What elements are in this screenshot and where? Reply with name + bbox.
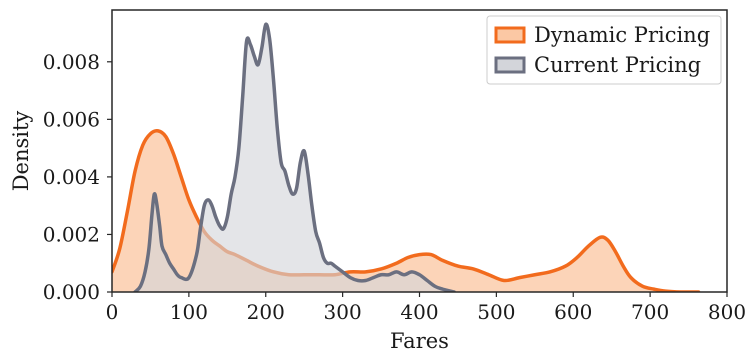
y-tick-label: 0.000 <box>43 280 100 304</box>
x-tick-label: 0 <box>106 300 119 324</box>
x-tick-label: 600 <box>554 300 592 324</box>
legend-label-current-pricing: Current Pricing <box>534 53 701 77</box>
current-pricing-area <box>135 24 455 292</box>
x-tick-label: 200 <box>247 300 285 324</box>
legend: Dynamic Pricing Current Pricing <box>486 15 722 85</box>
x-tick-label: 700 <box>631 300 669 324</box>
x-tick-label: 400 <box>400 300 438 324</box>
plot-area <box>112 22 701 292</box>
legend-swatch-current-pricing <box>494 56 526 74</box>
x-axis-title: Fares <box>390 329 449 352</box>
legend-swatch-dynamic-pricing <box>494 26 526 44</box>
y-tick-label: 0.002 <box>43 222 100 246</box>
legend-label-dynamic-pricing: Dynamic Pricing <box>534 23 710 47</box>
x-tick-label: 300 <box>324 300 362 324</box>
dynamic-pricing-line <box>112 128 701 292</box>
legend-box <box>486 15 722 85</box>
y-tick-label: 0.004 <box>43 165 100 189</box>
y-tick-label: 0.006 <box>43 107 100 131</box>
x-tick-label: 500 <box>477 300 515 324</box>
current-pricing-line <box>133 22 456 292</box>
x-tick-label: 100 <box>170 300 208 324</box>
y-axis-title: Density <box>9 111 33 192</box>
y-tick-label: 0.008 <box>43 50 100 74</box>
x-tick-label: 800 <box>708 300 746 324</box>
axes: 0 100 200 300 400 500 600 700 800 0.000 0.002 0.004… <box>43 9 746 324</box>
